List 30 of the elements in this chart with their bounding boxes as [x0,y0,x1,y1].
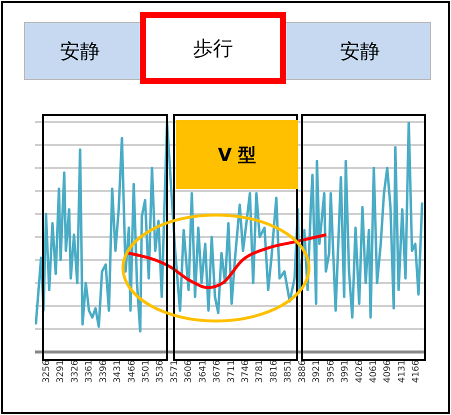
x-tick-label: 3466 [127,360,138,383]
x-tick-label: 3886 [298,360,308,383]
x-tick-label: 3956 [326,360,336,383]
x-tick-label: 3921 [312,360,322,383]
text: 安静 [292,24,428,78]
x-tick-label: 3256 [42,360,52,383]
x-tick-label: 4166 [412,360,422,383]
x-tick-label: 4096 [383,360,394,383]
x-tick-label: 3571 [170,360,180,383]
text: 歩行 [140,12,286,84]
x-tick-label: 3851 [284,360,294,383]
x-tick-label: 4131 [397,360,408,383]
x-tick-label: 3536 [156,360,166,383]
x-tick-label: 3641 [198,360,208,383]
x-tick-label: 3711 [226,360,237,383]
x-tick-label: 3606 [184,360,194,383]
x-tick-label: 4061 [368,360,379,383]
x-tick-label: 3501 [141,360,152,383]
x-tick-label: 3361 [84,360,95,383]
x-tick-label: 4026 [354,360,365,383]
x-tick-label: 3291 [56,360,66,383]
x-tick-label: 3991 [340,360,351,383]
x-tick-label: 3746 [241,360,252,383]
x-tick-label: 3781 [255,360,266,383]
x-tick-label: 3326 [70,360,80,383]
x-tick-label: 3396 [98,360,109,383]
x-tick-label: 3676 [212,360,223,383]
x-tick-label: 3431 [113,360,124,383]
x-tick-label: 3816 [269,360,280,383]
text: 安静 [26,24,134,78]
